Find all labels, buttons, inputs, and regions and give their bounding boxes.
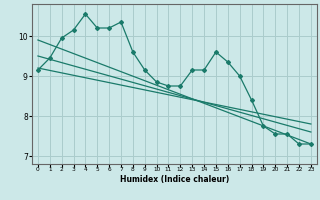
- X-axis label: Humidex (Indice chaleur): Humidex (Indice chaleur): [120, 175, 229, 184]
